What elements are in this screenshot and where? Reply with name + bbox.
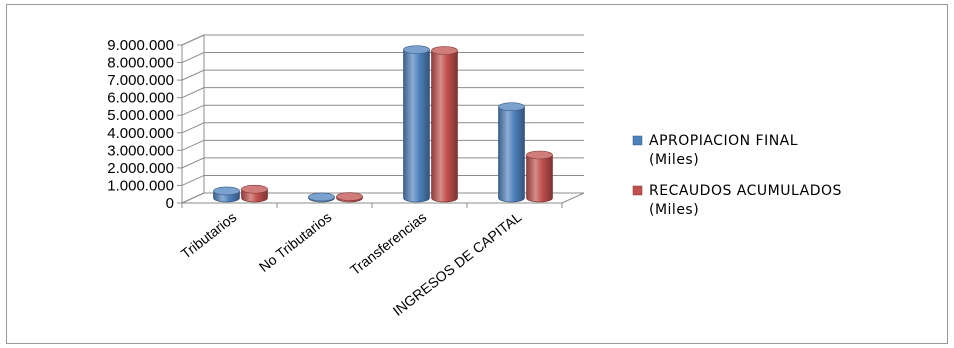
gridline	[181, 34, 584, 46]
bar	[336, 192, 363, 203]
bar-top	[403, 45, 430, 54]
x-tick-label: No Tributarios	[256, 209, 335, 275]
bar	[213, 186, 240, 203]
y-tick-label: 5.000.000	[107, 107, 174, 124]
x-tick-label: Transferencias	[347, 209, 429, 278]
bar	[403, 45, 430, 203]
y-tick-label: 3.000.000	[107, 142, 174, 159]
bar-top	[498, 102, 525, 112]
y-tick-label: 2.000.000	[107, 160, 174, 177]
bar-top	[308, 192, 335, 202]
side-wall	[181, 34, 205, 204]
y-tick-label: 7.000.000	[107, 72, 174, 89]
y-tick-label: 9.000.000	[107, 37, 174, 54]
legend-label: RECAUDOS ACUMULADOS (Miles)	[649, 183, 842, 218]
y-tick-label: 0	[166, 195, 174, 212]
bar	[526, 150, 553, 203]
bar-body	[498, 106, 525, 203]
bar-body	[526, 154, 553, 203]
bar-top	[336, 192, 363, 201]
bar-top	[241, 184, 268, 194]
bar	[241, 184, 268, 203]
bar-body	[431, 50, 458, 203]
bar-top	[431, 46, 458, 55]
legend-swatch	[632, 135, 643, 146]
legend-swatch	[632, 185, 643, 196]
x-tick-label: Tributarios	[178, 209, 240, 262]
bar	[308, 192, 335, 203]
bar	[431, 46, 458, 203]
y-tick-label: 4.000.000	[107, 125, 174, 142]
bar-top	[526, 150, 553, 160]
bar-chart: 01.000.0002.000.0003.000.0004.000.0005.0…	[107, 34, 842, 319]
bar-top	[213, 186, 240, 196]
back-wall	[204, 35, 584, 193]
bar	[498, 102, 525, 203]
y-tick-label: 6.000.000	[107, 90, 174, 107]
legend-label: APROPIACION FINAL (Miles)	[649, 133, 798, 168]
y-tick-label: 8.000.000	[107, 55, 174, 72]
chart-frame: 0 1.000.000 2.000.000 3.000.000 4.000.000 5.0…	[6, 4, 948, 344]
bar-body	[403, 49, 430, 203]
y-tick-label: 1.000.000	[107, 177, 174, 194]
